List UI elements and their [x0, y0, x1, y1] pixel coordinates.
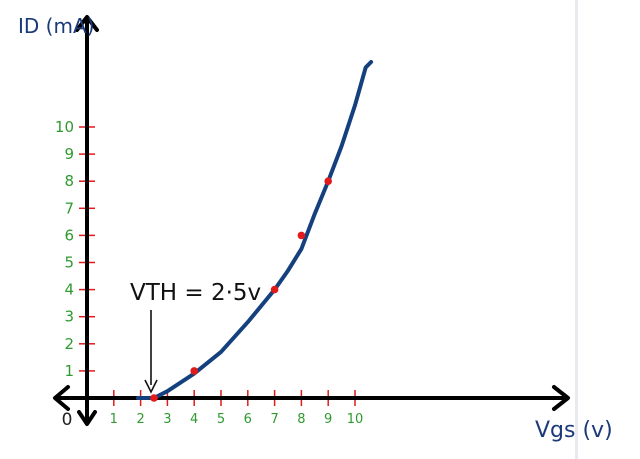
y-tick-label: 5 — [64, 254, 74, 272]
annotation-vth-label: VTH = 2·5v — [130, 280, 261, 306]
x-tick-label: 2 — [136, 412, 144, 427]
x-tick-label: 6 — [244, 412, 252, 427]
data-point — [150, 394, 158, 402]
id-curve-line — [152, 60, 374, 400]
x-tick-label: 5 — [217, 412, 225, 427]
annotation-arrow-head — [144, 379, 158, 394]
y-tick-label: 3 — [64, 308, 74, 326]
y-tick-label: 4 — [64, 281, 74, 299]
y-tick-label: 1 — [64, 362, 74, 380]
data-point — [324, 177, 333, 185]
y-tick-label: 9 — [64, 145, 74, 163]
data-point — [190, 367, 198, 375]
y-axis-label: ID (mA) — [18, 14, 94, 38]
y-tick-label: 7 — [64, 199, 74, 217]
x-axis-label: Vgs (v) — [535, 418, 613, 443]
tick-labels-group: 1 2 3 4 5 6 7 8 9 10 1 2 3 4 5 6 7 8 9 10 0 — [55, 118, 363, 430]
y-axis-top-arrowhead — [75, 15, 99, 32]
y-tick-label: 6 — [64, 226, 74, 244]
data-point — [297, 231, 306, 240]
curve-layer — [135, 60, 374, 402]
x-tick-label: 4 — [190, 412, 198, 427]
x-tick-label: 1 — [110, 412, 118, 427]
y-tick-label: 10 — [55, 118, 74, 136]
data-point — [270, 285, 279, 294]
x-tick-label: 7 — [270, 412, 278, 427]
page-edge-divider — [575, 0, 578, 459]
y-axis-bottom-arrowhead — [77, 410, 97, 426]
x-axis-right-arrowhead — [552, 385, 570, 411]
y-tick-label: 8 — [64, 172, 74, 190]
tick-marks-group — [79, 126, 356, 406]
x-tick-label: 9 — [324, 412, 332, 427]
x-axis-left-arrowhead — [53, 385, 70, 411]
origin-label: 0 — [62, 410, 73, 430]
y-tick-label: 2 — [64, 335, 74, 353]
x-tick-label: 8 — [297, 412, 305, 427]
x-tick-label: 3 — [163, 412, 171, 427]
x-tick-label: 10 — [347, 412, 364, 427]
